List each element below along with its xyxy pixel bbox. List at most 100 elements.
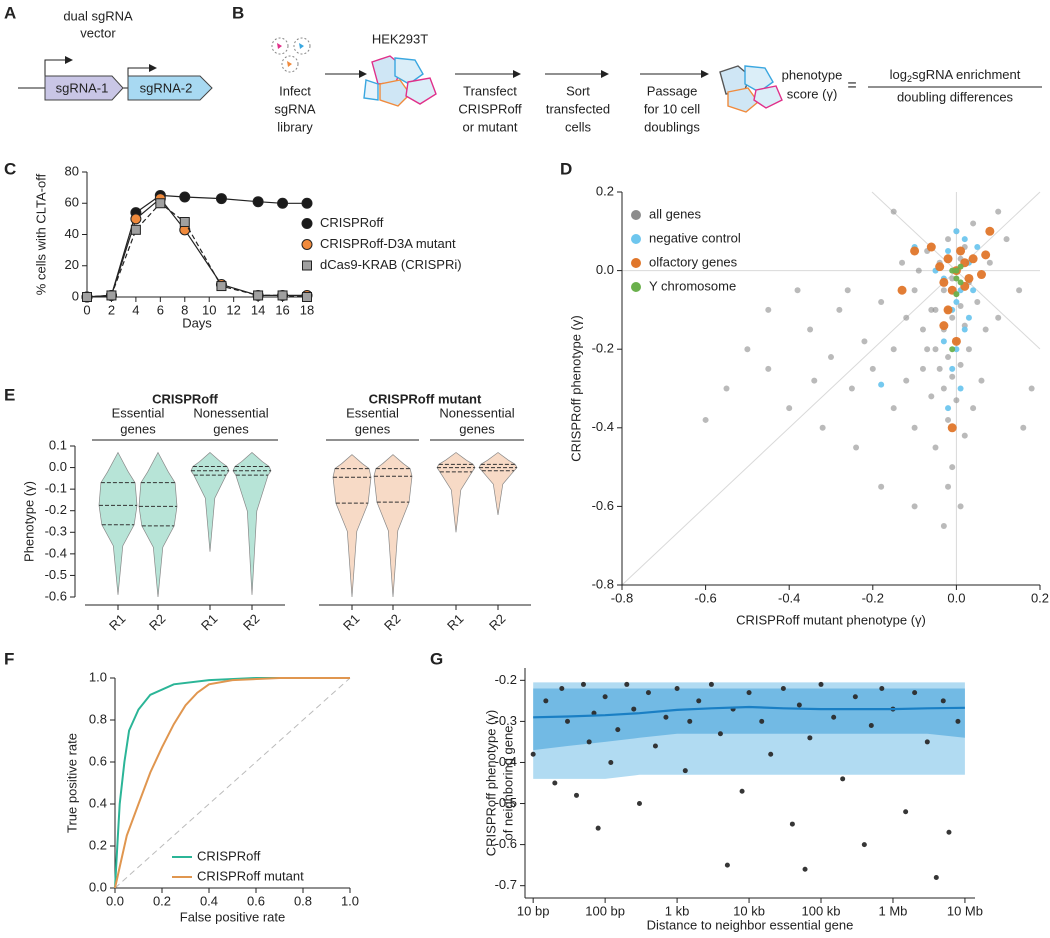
- element-label: sgRNA-1: [56, 80, 109, 95]
- point: [786, 405, 793, 412]
- point: [794, 287, 801, 294]
- equals: =: [847, 77, 856, 94]
- y-axis-label: % cells with CLTA-off: [33, 173, 48, 295]
- point: [949, 346, 956, 353]
- point: [852, 694, 858, 700]
- point: [995, 314, 1002, 321]
- point: [789, 821, 795, 827]
- point: [957, 385, 964, 392]
- series-line: [86, 202, 308, 298]
- panel-label: E: [4, 385, 15, 404]
- marker: [253, 290, 264, 301]
- point: [878, 299, 885, 306]
- point: [890, 405, 897, 412]
- point: [682, 768, 688, 774]
- point: [981, 250, 991, 260]
- y-tick-label: 0.4: [89, 795, 107, 810]
- marker: [155, 198, 166, 209]
- point: [945, 483, 952, 490]
- point: [974, 244, 981, 251]
- x-tick-label: 14: [251, 302, 265, 317]
- steps: Infect sgRNA library Transfect CRISPRoff or m…: [274, 83, 700, 134]
- subgroup-title: genes: [459, 421, 495, 436]
- point: [696, 698, 702, 704]
- group-title: CRISPRoff: [152, 391, 218, 406]
- point: [807, 735, 813, 741]
- point: [928, 306, 935, 313]
- marker: [302, 292, 312, 302]
- y-tick-label: -0.2: [592, 341, 614, 356]
- point: [912, 690, 918, 696]
- violin: [138, 451, 178, 598]
- point: [911, 503, 918, 510]
- y-tick-label: 0.2: [596, 183, 614, 198]
- point: [940, 523, 947, 530]
- violin: [98, 451, 138, 595]
- step-label: transfected: [546, 101, 610, 116]
- point: [565, 718, 571, 724]
- sgrna-box: [127, 75, 213, 101]
- step-label: Sort: [566, 83, 590, 98]
- point: [723, 385, 730, 392]
- subgroup-title: genes: [355, 421, 391, 436]
- point: [819, 424, 826, 431]
- x-tick-label: 6: [157, 302, 164, 317]
- y-tick-label: -0.2: [45, 502, 67, 517]
- y-tick-label: -0.6: [592, 498, 614, 513]
- legend-label: dCas9-KRAB (CRISPRi): [320, 257, 462, 272]
- point: [573, 792, 579, 798]
- subgroup-title: Essential: [112, 405, 165, 420]
- point: [818, 681, 824, 687]
- point: [530, 751, 536, 757]
- point: [957, 279, 964, 286]
- y-tick-label: -0.5: [45, 567, 67, 582]
- step-label: or mutant: [463, 119, 518, 134]
- point: [939, 321, 949, 331]
- point: [935, 262, 945, 272]
- y-tick-label: 20: [65, 257, 79, 272]
- y-axis-label: CRISPRoff phenotype (γ): [483, 710, 498, 856]
- point: [708, 681, 714, 687]
- point: [970, 220, 977, 227]
- point: [702, 416, 709, 423]
- point: [953, 299, 960, 306]
- x-tick-label: 1 kb: [665, 903, 690, 918]
- legend-marker: [631, 210, 641, 220]
- marker: [301, 218, 313, 229]
- y-axis-label: CRISPRoff phenotype (γ): [568, 315, 583, 461]
- x-tick-label: R1: [106, 611, 128, 633]
- step-label: doublings: [644, 119, 700, 134]
- point: [663, 714, 669, 720]
- point: [945, 354, 952, 361]
- panel-label: C: [4, 159, 16, 178]
- x-tick-label: R1: [198, 611, 220, 633]
- point: [949, 464, 956, 471]
- point: [945, 405, 952, 412]
- x-tick-label: 4: [132, 302, 139, 317]
- x-tick-label: 18: [300, 302, 314, 317]
- marker: [277, 290, 288, 301]
- point: [943, 305, 953, 315]
- point: [947, 423, 957, 433]
- legend-label: CRISPRoff mutant: [197, 868, 304, 883]
- point: [840, 776, 846, 782]
- point: [591, 710, 597, 716]
- point: [970, 287, 977, 294]
- point: [645, 690, 651, 696]
- x-axis-label: Days: [182, 315, 212, 330]
- point: [953, 267, 960, 274]
- x-tick-label: R2: [146, 611, 168, 633]
- point: [744, 346, 751, 353]
- y-tick-label: 0.0: [596, 262, 614, 277]
- x-axis-label: Distance to neighbor essential gene: [647, 917, 854, 932]
- numerator-subscript: 2: [907, 74, 912, 84]
- point: [956, 246, 966, 256]
- cells: [363, 55, 783, 113]
- point: [953, 346, 960, 353]
- point: [961, 326, 968, 333]
- point: [580, 681, 586, 687]
- marker: [130, 224, 141, 235]
- point: [949, 314, 956, 321]
- point: [1016, 287, 1023, 294]
- legend-label: CRISPRoff: [197, 848, 261, 863]
